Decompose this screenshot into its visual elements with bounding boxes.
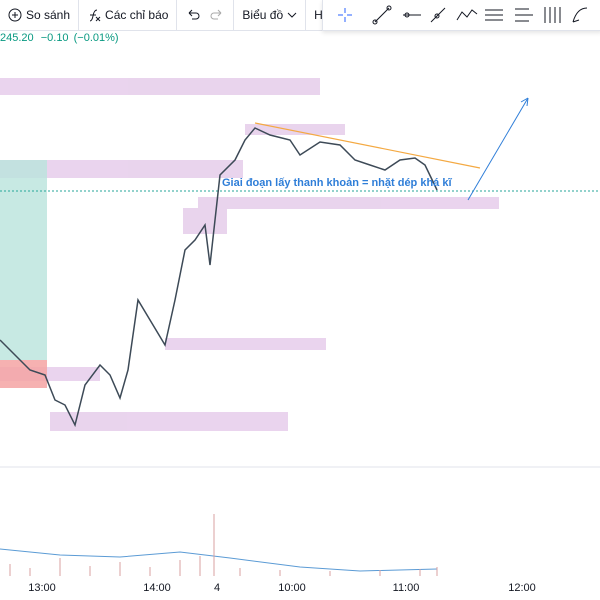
x-axis: 13:00 14:00 4 10:00 11:00 12:00 [28,582,536,594]
price-change-pct: (−0.01%) [74,32,119,44]
indicators-label: Các chỉ báo [105,8,169,22]
price-change: −0.10 [41,32,69,44]
x-tick-label: 11:00 [393,582,420,594]
compare-label: So sánh [26,8,71,22]
ray-tool[interactable] [430,7,446,23]
crosshair-tool[interactable] [338,8,352,22]
icon-dot [434,13,440,19]
icon-dot [404,12,410,18]
trend-line [254,122,481,169]
fx-icon [89,9,101,22]
icon-dot [386,5,392,11]
projection-arrow [467,97,529,201]
chart-area: 245.20 −0.10 (−0.01%) Giai đoạn lấy than… [0,32,600,594]
path-tool[interactable] [456,9,478,21]
fib-tool[interactable] [485,9,503,21]
zone [0,160,243,178]
zone [0,78,320,95]
indicators-button[interactable]: Các chỉ báo [79,0,178,30]
x-tick-label: 12:00 [508,582,536,594]
price-path [0,127,438,428]
zone [245,124,345,135]
gann-tool[interactable] [544,7,561,23]
zone [165,338,326,350]
trend-line-tool[interactable] [374,7,390,23]
zones [0,78,499,431]
chevron [287,12,297,18]
brush-tool[interactable] [572,7,588,23]
volume-bar [9,514,438,576]
price-header: 245.20 −0.10 (−0.01%) [0,32,119,44]
undo-redo [177,0,235,30]
compare-button[interactable]: So sánh [0,0,80,30]
zone [50,412,288,431]
volume-average [0,548,438,572]
long-position-target [0,160,47,360]
icon-dot [372,19,378,25]
x-tick-label: 13:00 [28,582,56,594]
plus-icon [8,8,22,22]
x-tick-label: 10:00 [278,582,306,594]
last-price: 245.20 [0,32,34,44]
chart-type-label: Biểu đồ [242,8,284,22]
long-position-stop [0,360,47,388]
volume-bars [9,514,438,576]
undo-redo-icons[interactable] [185,8,225,22]
zone [198,197,499,209]
pitchfork-tool[interactable] [515,8,533,22]
chart-type-button[interactable]: Biểu đồ [234,0,307,30]
x-tick-label: 14:00 [143,582,171,594]
x-tick-label: 4 [214,582,220,594]
annotation: Giai đoạn lấy thanh khoản = nhặt dép khá… [222,177,452,189]
drawing-toolbar [322,0,600,31]
